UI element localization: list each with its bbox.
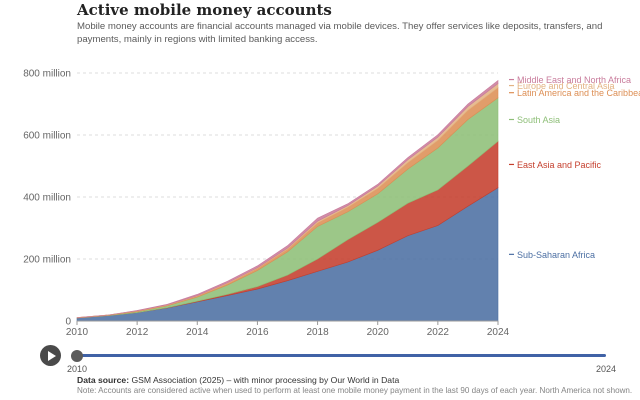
x-tick-label: 2010 [66, 327, 89, 338]
x-tick-label: 2016 [246, 327, 269, 338]
legend-label-4: Europe and Central Asia [517, 81, 615, 91]
y-tick-label: 800 million [23, 69, 71, 80]
data-source: Data source: GSM Association (2025) – wi… [77, 375, 399, 385]
x-tick-label: 2024 [487, 327, 510, 338]
timeline-track[interactable] [77, 354, 606, 357]
x-tick-label: 2022 [427, 327, 450, 338]
x-tick-label: 2018 [306, 327, 329, 338]
y-tick-label: 600 million [23, 131, 71, 142]
timeline: 2010 2024 [0, 340, 640, 376]
x-tick-label: 2020 [367, 327, 390, 338]
chart-area: 0 200 million 400 million 600 million 800 mi… [23, 69, 640, 339]
y-tick-label: 0 [65, 317, 71, 328]
x-tick-label: 2012 [126, 327, 149, 338]
data-source-link[interactable]: GSM Association (2025) – with minor proc… [131, 375, 400, 385]
legend-label-3: Latin America and the Caribbean [517, 88, 640, 98]
timeline-start-handle[interactable] [71, 349, 83, 362]
play-icon [48, 350, 56, 361]
x-tick-label: 2014 [186, 327, 209, 338]
legend-label-2: South Asia [517, 115, 560, 125]
y-tick-label: 400 million [23, 193, 71, 204]
chart-subtitle: Mobile money accounts are financial acco… [77, 21, 603, 45]
y-tick-label: 200 million [23, 255, 71, 266]
legend-label-5: Middle East and North Africa [517, 75, 631, 85]
timeline-end-label: 2024 [596, 364, 617, 374]
play-button[interactable] [40, 345, 61, 366]
timeline-start-label: 2010 [67, 364, 88, 374]
legend-label-0: Sub-Saharan Africa [517, 250, 595, 260]
series-area-5 [76, 79, 499, 318]
chart-note: Note: Accounts are considered active whe… [77, 386, 633, 395]
chart-title: Active mobile money accounts [77, 1, 332, 19]
data-source-label: Data source: [77, 375, 130, 385]
legend-label-1: East Asia and Pacific [517, 160, 602, 170]
